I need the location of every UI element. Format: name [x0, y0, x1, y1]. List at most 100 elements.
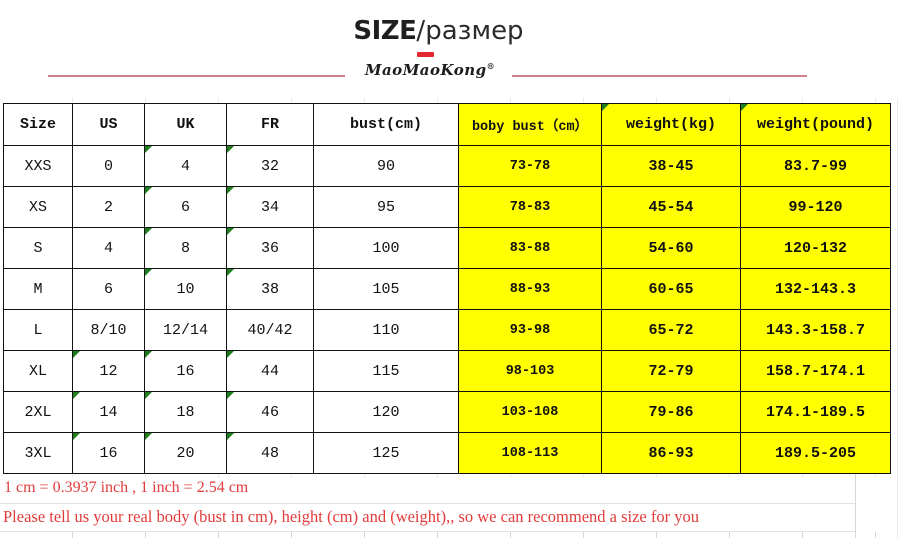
- brand-name: MaoMaoKong: [364, 61, 487, 79]
- size-row-m: M 6 10 38 105 88-93 60-65 132-143.3: [3, 268, 891, 310]
- table-cell: 86-93: [601, 432, 741, 474]
- table-cell: 73-78: [458, 145, 602, 187]
- brand-logo: MaoMaoKong®: [0, 61, 860, 79]
- row-label: S: [3, 227, 73, 269]
- table-body: XXS 0 4 32 90 73-78 38-45 83.7-99 XS 2 6 34 95 78-83 4…: [3, 145, 891, 474]
- table-cell: 120-132: [740, 227, 891, 269]
- size-row-xs: XS 2 6 34 95 78-83 45-54 99-120: [3, 186, 891, 228]
- column-header-weight-pound: weight(pound): [740, 103, 891, 146]
- column-header-uk: UK: [144, 103, 227, 146]
- table-cell: 189.5-205: [740, 432, 891, 474]
- table-cell: 14: [72, 391, 145, 433]
- gridline: [875, 474, 876, 478]
- table-cell: 46: [226, 391, 314, 433]
- table-cell: 8/10: [72, 309, 145, 351]
- table-cell: 79-86: [601, 391, 741, 433]
- table-cell: 60-65: [601, 268, 741, 310]
- gridline: [218, 474, 219, 478]
- table-cell: 143.3-158.7: [740, 309, 891, 351]
- table-cell: 18: [144, 391, 227, 433]
- column-header-size: Size: [3, 103, 73, 146]
- row-label: M: [3, 268, 73, 310]
- gridline: [729, 474, 730, 478]
- cell-corner-mark-icon: [227, 187, 234, 194]
- table-cell: 32: [226, 145, 314, 187]
- gridline: [145, 97, 146, 103]
- size-row-2xl: 2XL 14 18 46 120 103-108 79-86 174.1-189.5: [3, 391, 891, 433]
- gridline: [218, 97, 219, 103]
- gridline: [510, 532, 511, 538]
- row-label: XXS: [3, 145, 73, 187]
- table-cell: 88-93: [458, 268, 602, 310]
- gridline: [583, 532, 584, 538]
- page-title: SIZE/размер: [0, 16, 877, 46]
- table-cell: 83.7-99: [740, 145, 891, 187]
- gridline: [145, 474, 146, 478]
- table-cell: 125: [313, 432, 459, 474]
- gridline: [0, 531, 855, 532]
- cell-corner-mark-icon: [227, 146, 234, 153]
- gridline: [510, 97, 511, 103]
- gridline: [583, 97, 584, 103]
- gridline: [72, 97, 73, 103]
- gridline: [802, 474, 803, 478]
- gridline: [875, 97, 876, 103]
- column-header-us: US: [72, 103, 145, 146]
- column-header-fr: FR: [226, 103, 314, 146]
- table-cell: 40/42: [226, 309, 314, 351]
- table-cell: 132-143.3: [740, 268, 891, 310]
- table-cell: 4: [72, 227, 145, 269]
- size-chart-table: Size US UK FR bust(cm) boby bust（cm） weight(kg…: [3, 103, 891, 474]
- gridline: [656, 97, 657, 103]
- title-primary: SIZE: [353, 16, 417, 46]
- conversion-note: 1 cm = 0.3937 inch , 1 inch = 2.54 cm: [4, 479, 249, 496]
- cell-corner-mark-icon: [73, 433, 80, 440]
- table-cell: 83-88: [458, 227, 602, 269]
- gridline: [364, 474, 365, 478]
- gridline: [364, 532, 365, 538]
- title-separator: /: [416, 16, 426, 46]
- table-cell: 8: [144, 227, 227, 269]
- size-row-xxs: XXS 0 4 32 90 73-78 38-45 83.7-99: [3, 145, 891, 187]
- table-cell: 103-108: [458, 391, 602, 433]
- cell-corner-mark-icon: [227, 433, 234, 440]
- cell-corner-mark-icon: [227, 228, 234, 235]
- table-cell: 16: [144, 350, 227, 392]
- table-cell: 54-60: [601, 227, 741, 269]
- table-cell: 36: [226, 227, 314, 269]
- title-secondary: размер: [425, 16, 524, 46]
- cell-corner-mark-icon: [145, 269, 152, 276]
- size-row-l: L 8/10 12/14 40/42 110 93-98 65-72 143.3-158.7: [3, 309, 891, 351]
- table-cell: 45-54: [601, 186, 741, 228]
- table-cell: 108-113: [458, 432, 602, 474]
- table-cell: 98-103: [458, 350, 602, 392]
- cell-corner-mark-icon: [741, 104, 748, 111]
- cell-corner-mark-icon: [145, 146, 152, 153]
- table-cell: 16: [72, 432, 145, 474]
- gridline: [0, 503, 855, 504]
- size-row-xl: XL 12 16 44 115 98-103 72-79 158.7-174.1: [3, 350, 891, 392]
- gridline: [802, 532, 803, 538]
- gridline: [364, 97, 365, 103]
- table-cell: 38: [226, 268, 314, 310]
- table-cell: 99-120: [740, 186, 891, 228]
- cell-corner-mark-icon: [145, 351, 152, 358]
- table-cell: 90: [313, 145, 459, 187]
- cell-corner-mark-icon: [602, 104, 609, 111]
- table-cell: 95: [313, 186, 459, 228]
- gridline: [729, 532, 730, 538]
- recommendation-note: Please tell us your real body (bust in c…: [3, 507, 699, 526]
- header-row: Size US UK FR bust(cm) boby bust（cm） weight(kg…: [3, 103, 891, 146]
- table-cell: 48: [226, 432, 314, 474]
- left-divider-line: [48, 75, 345, 77]
- gridline: [72, 532, 73, 538]
- gridline: [291, 532, 292, 538]
- gridline: [437, 97, 438, 103]
- gridline: [218, 532, 219, 538]
- gridline: [802, 97, 803, 103]
- gridline: [291, 97, 292, 103]
- table-cell: 174.1-189.5: [740, 391, 891, 433]
- table-cell: 78-83: [458, 186, 602, 228]
- table-cell: 10: [144, 268, 227, 310]
- gridline: [145, 532, 146, 538]
